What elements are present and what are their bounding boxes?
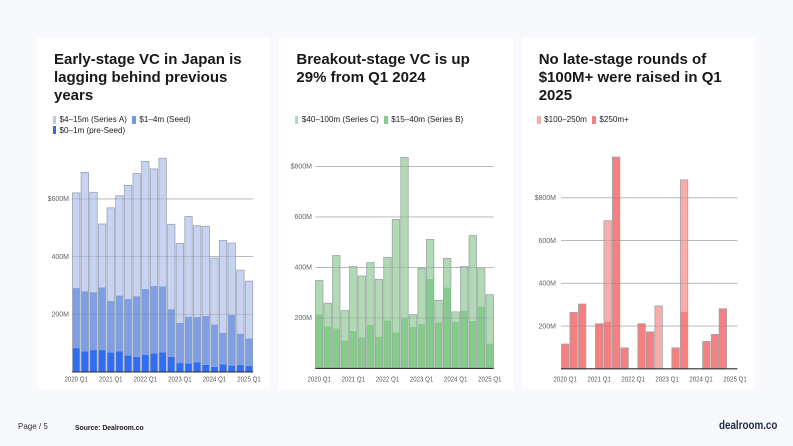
- svg-text:2025 Q1: 2025 Q1: [723, 375, 747, 384]
- svg-text:2025 Q1: 2025 Q1: [478, 375, 502, 384]
- svg-text:2020 Q1: 2020 Q1: [307, 375, 331, 384]
- svg-text:2021 Q1: 2021 Q1: [342, 375, 366, 384]
- svg-text:2023 Q1: 2023 Q1: [655, 375, 679, 384]
- svg-text:2022 Q1: 2022 Q1: [621, 375, 645, 384]
- svg-text:2024 Q1: 2024 Q1: [203, 375, 227, 384]
- svg-text:$600M: $600M: [48, 196, 70, 203]
- svg-text:600M: 600M: [538, 238, 556, 245]
- svg-text:2023 Q1: 2023 Q1: [168, 375, 192, 384]
- svg-text:2022 Q1: 2022 Q1: [376, 375, 400, 384]
- svg-text:400M: 400M: [538, 281, 556, 288]
- svg-text:2020 Q1: 2020 Q1: [64, 375, 88, 384]
- svg-text:200M: 200M: [538, 323, 556, 330]
- svg-text:2023 Q1: 2023 Q1: [410, 375, 434, 384]
- svg-text:400M: 400M: [51, 254, 69, 261]
- svg-text:2022 Q1: 2022 Q1: [134, 375, 158, 384]
- svg-text:600M: 600M: [294, 214, 312, 221]
- svg-text:400M: 400M: [294, 265, 312, 272]
- svg-text:2024 Q1: 2024 Q1: [689, 375, 713, 384]
- svg-text:2021 Q1: 2021 Q1: [587, 375, 611, 384]
- svg-text:200M: 200M: [51, 312, 69, 319]
- svg-text:$800M: $800M: [535, 195, 557, 202]
- svg-text:2025 Q1: 2025 Q1: [237, 375, 261, 384]
- svg-text:200M: 200M: [294, 315, 312, 322]
- svg-text:$800M: $800M: [291, 164, 313, 171]
- svg-text:2024 Q1: 2024 Q1: [444, 375, 468, 384]
- svg-text:2021 Q1: 2021 Q1: [99, 375, 123, 384]
- svg-text:2020 Q1: 2020 Q1: [553, 375, 577, 384]
